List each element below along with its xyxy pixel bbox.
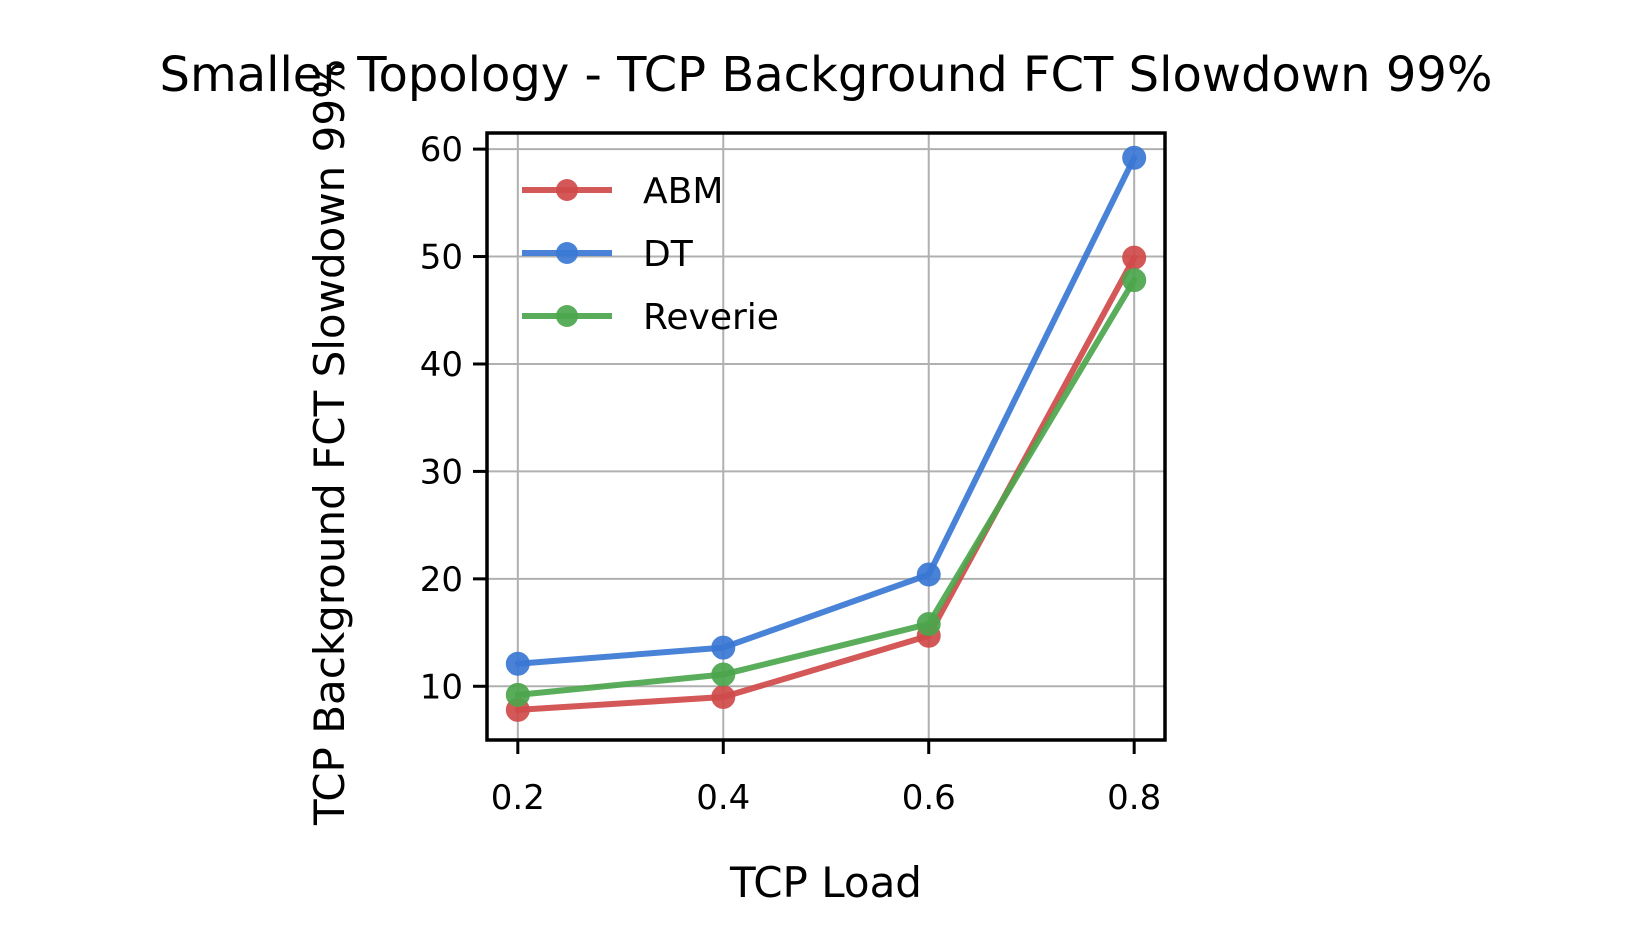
x-tick-label: 0.2	[491, 778, 545, 818]
data-point	[1122, 145, 1147, 170]
y-tick-label: 60	[420, 130, 463, 170]
series-reverie	[505, 268, 1147, 707]
series-line	[514, 277, 1138, 698]
data-point	[1122, 268, 1147, 293]
legend-item-abm: ABM	[522, 171, 723, 212]
data-point	[1122, 245, 1147, 270]
legend-swatch-marker	[556, 242, 578, 264]
legend-label: Reverie	[643, 297, 779, 338]
axes: 0.2 0.4 0.6 0.8 10 20 30 40 50 60	[420, 130, 1161, 818]
y-tick-label: 40	[420, 345, 463, 385]
y-tick-label: 10	[420, 667, 463, 707]
legend-item-dt: DT	[522, 234, 694, 275]
legend: ABM DT Reverie	[522, 171, 779, 338]
y-tick-label: 30	[420, 452, 463, 492]
legend-label: ABM	[643, 171, 723, 212]
series-line	[514, 154, 1138, 667]
data-point	[711, 662, 736, 687]
plot-series	[505, 145, 1147, 722]
legend-label: DT	[643, 234, 694, 275]
y-axis-label: TCP Background FCT Slowdown 99%	[305, 59, 354, 826]
y-tick-label: 20	[420, 560, 463, 600]
data-point	[505, 651, 530, 676]
series-dt	[505, 145, 1147, 676]
legend-item-reverie: Reverie	[522, 297, 779, 338]
legend-swatch-marker	[556, 305, 578, 327]
data-point	[916, 562, 941, 587]
data-point	[711, 635, 736, 660]
plot-frame	[485, 131, 1167, 742]
data-point	[916, 611, 941, 636]
x-axis-label: TCP Load	[729, 858, 922, 907]
legend-swatch-marker	[556, 179, 578, 201]
data-point	[505, 682, 530, 707]
y-tick-label: 50	[420, 238, 463, 278]
grid	[487, 133, 1165, 740]
data-point	[711, 685, 736, 710]
chart-title: Smaller Topology - TCP Background FCT Sl…	[159, 47, 1492, 103]
x-tick-label: 0.4	[696, 778, 750, 818]
x-tick-label: 0.8	[1107, 778, 1161, 818]
x-tick-label: 0.6	[902, 778, 956, 818]
